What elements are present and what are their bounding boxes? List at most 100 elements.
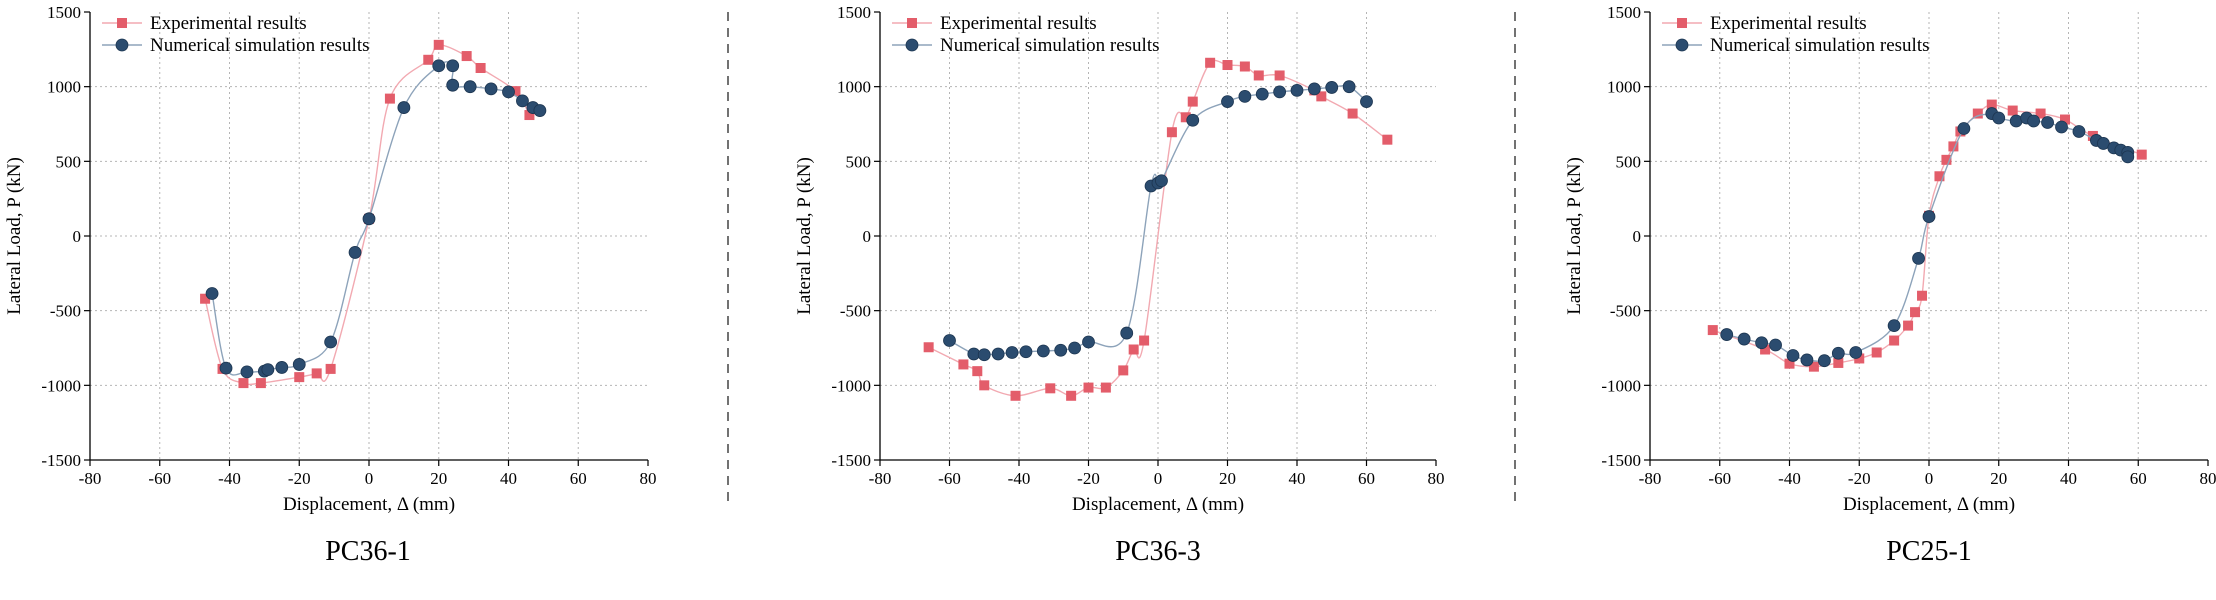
chart-caption: PC36-1 bbox=[325, 536, 411, 567]
numerical-point bbox=[1120, 326, 1134, 340]
numerical-point bbox=[1342, 80, 1356, 94]
experimental-point bbox=[1903, 320, 1914, 331]
numerical-point bbox=[1238, 89, 1252, 103]
numerical-point bbox=[1831, 346, 1845, 360]
numerical-point bbox=[463, 80, 477, 94]
experimental-point bbox=[1889, 335, 1900, 346]
experimental-point bbox=[524, 110, 535, 121]
numerical-point bbox=[1019, 345, 1033, 359]
experimental-point bbox=[923, 342, 934, 353]
chart-caption: PC25-1 bbox=[1886, 536, 1972, 567]
x-tick-label: 20 bbox=[1990, 469, 2007, 488]
y-tick-label: -500 bbox=[1610, 302, 1641, 321]
chart-1: -80 -60 -40 -20 0 20 40 60 80 -1500 -1000 -500 0 500 1… bbox=[4, 3, 657, 567]
x-tick-label: 80 bbox=[640, 469, 657, 488]
experimental-point bbox=[958, 359, 969, 370]
experimental-point bbox=[433, 39, 444, 50]
experimental-point bbox=[1948, 141, 1959, 152]
x-tick-label: 80 bbox=[1428, 469, 1445, 488]
experimental-point bbox=[1066, 390, 1077, 401]
legend-entry: Experimental results bbox=[150, 13, 307, 34]
numerical-point bbox=[1068, 341, 1081, 355]
x-tick-label: 20 bbox=[430, 469, 447, 488]
y-tick-label: 500 bbox=[846, 152, 872, 171]
numerical-point bbox=[1307, 82, 1321, 96]
experimental-point bbox=[325, 363, 336, 374]
numerical-point bbox=[2121, 150, 2135, 164]
experimental-point bbox=[1239, 61, 1250, 72]
numerical-point bbox=[1887, 319, 1901, 333]
experimental-point bbox=[1934, 171, 1945, 182]
numerical-point bbox=[1082, 335, 1095, 349]
experimental-point bbox=[2136, 149, 2147, 160]
y-tick-label: -1500 bbox=[41, 451, 81, 470]
experimental-point bbox=[1045, 383, 1056, 394]
legend-marker-circle bbox=[1675, 38, 1689, 52]
numerical-point bbox=[1755, 336, 1768, 350]
numerical-point bbox=[432, 59, 446, 73]
numerical-point bbox=[1720, 328, 1734, 341]
numerical-point bbox=[261, 363, 275, 377]
legend-entry: Numerical simulation results bbox=[150, 35, 370, 56]
numerical-point bbox=[362, 212, 376, 226]
x-tick-label: 60 bbox=[1358, 469, 1375, 488]
experimental-point bbox=[1833, 357, 1844, 368]
numerical-point bbox=[1912, 251, 1925, 265]
experimental-point bbox=[238, 378, 249, 389]
numerical-point bbox=[1325, 81, 1339, 94]
legend-entry: Experimental results bbox=[940, 13, 1097, 34]
numerical-point bbox=[2027, 114, 2041, 128]
experimental-point bbox=[1187, 96, 1198, 107]
legend-entry: Numerical simulation results bbox=[940, 35, 1160, 56]
numerical-point bbox=[1155, 174, 1168, 188]
y-axis-label: Lateral Load, P (kN) bbox=[4, 157, 25, 315]
legend-marker-square bbox=[117, 18, 127, 28]
numerical-point bbox=[1849, 346, 1863, 359]
numerical-point bbox=[1922, 210, 1936, 223]
experimental-point bbox=[972, 366, 983, 377]
series-line-numerical bbox=[211, 61, 541, 376]
experimental-point bbox=[1139, 335, 1150, 346]
numerical-point bbox=[1036, 344, 1050, 358]
experimental-point bbox=[1180, 112, 1191, 123]
experimental-point bbox=[1972, 108, 1983, 119]
numerical-point bbox=[1186, 113, 1200, 127]
experimental-point bbox=[1010, 390, 1021, 401]
experimental-point bbox=[461, 51, 472, 62]
numerical-point bbox=[533, 104, 547, 117]
experimental-point bbox=[1253, 70, 1264, 81]
x-tick-label: -20 bbox=[288, 469, 311, 488]
x-tick-label: -80 bbox=[79, 469, 102, 488]
numerical-point bbox=[240, 365, 254, 379]
y-tick-label: 0 bbox=[1633, 227, 1642, 246]
numerical-point bbox=[502, 85, 515, 99]
numerical-point bbox=[1769, 338, 1782, 352]
y-tick-label: 0 bbox=[73, 227, 82, 246]
x-tick-label: 60 bbox=[2130, 469, 2147, 488]
x-tick-label: 40 bbox=[2060, 469, 2077, 488]
experimental-point bbox=[1118, 365, 1129, 376]
experimental-point bbox=[979, 380, 990, 391]
x-tick-label: 20 bbox=[1219, 469, 1236, 488]
numerical-point bbox=[943, 334, 956, 347]
experimental-point bbox=[1274, 70, 1285, 81]
y-tick-label: -1000 bbox=[1601, 376, 1641, 395]
numerical-point bbox=[1957, 122, 1971, 135]
experimental-point bbox=[1986, 99, 1997, 110]
numerical-point bbox=[1737, 332, 1751, 346]
x-tick-label: 40 bbox=[1289, 469, 1306, 488]
x-axis-label: Displacement, Δ (mm) bbox=[1072, 494, 1244, 515]
numerical-point bbox=[484, 82, 498, 96]
numerical-point bbox=[397, 101, 411, 114]
y-tick-label: 0 bbox=[863, 227, 872, 246]
legend-marker-square bbox=[1677, 18, 1687, 28]
experimental-point bbox=[1941, 154, 1952, 165]
numerical-point bbox=[446, 59, 460, 73]
experimental-point bbox=[1808, 361, 1819, 372]
x-tick-label: 0 bbox=[1925, 469, 1934, 488]
experimental-point bbox=[1100, 382, 1111, 393]
experimental-point bbox=[1382, 134, 1393, 145]
experimental-point bbox=[475, 63, 486, 73]
experimental-point bbox=[2060, 114, 2071, 125]
